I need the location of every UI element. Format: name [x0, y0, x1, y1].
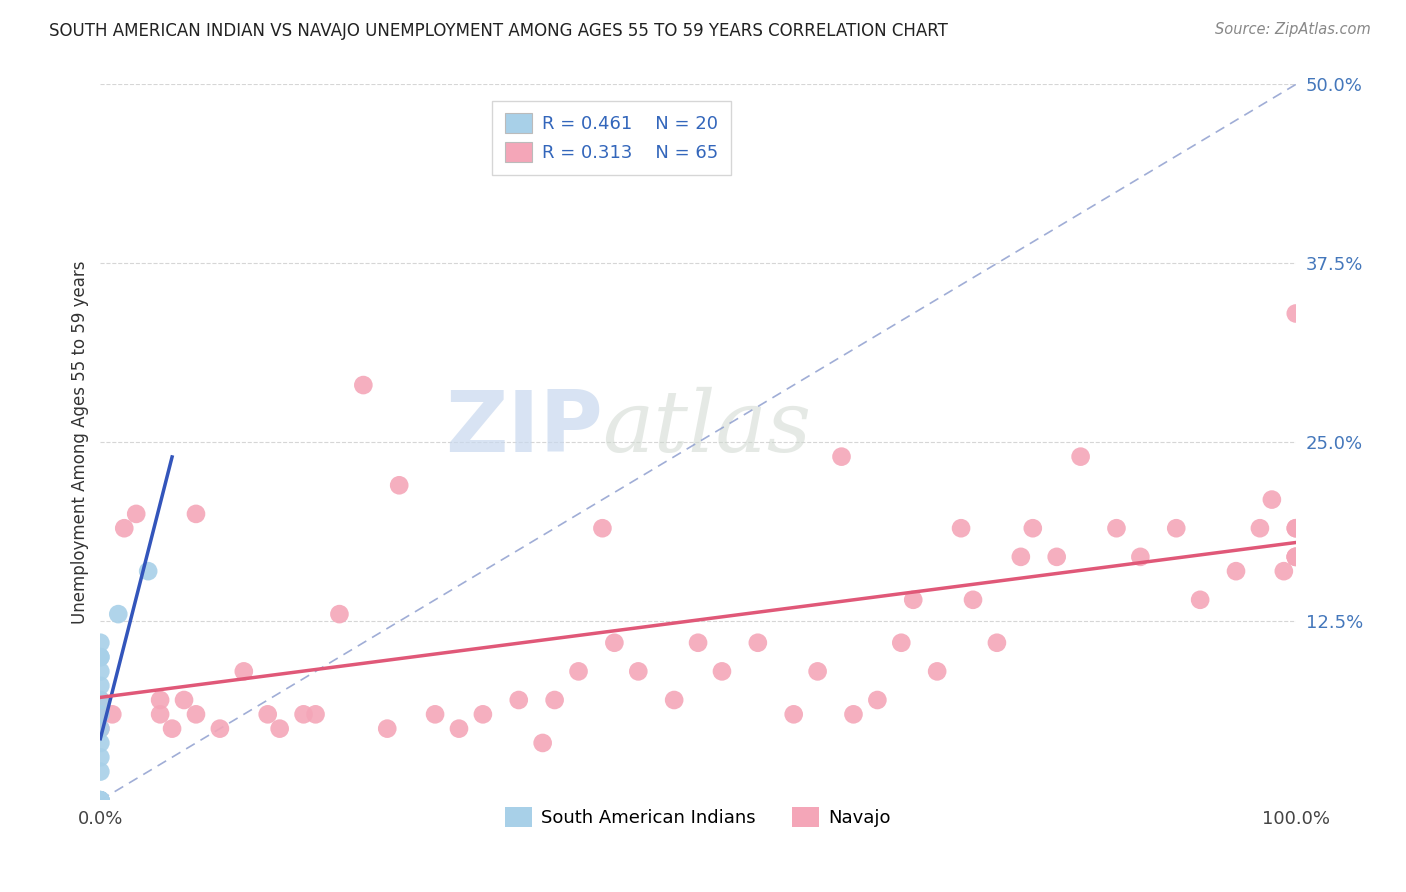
Point [184, 707, 207, 722]
Point [783, 707, 806, 722]
Point [662, 693, 685, 707]
Point [89, 750, 111, 764]
Point [1022, 521, 1045, 535]
Point [423, 707, 446, 722]
Point [101, 707, 124, 722]
Point [89, 636, 111, 650]
Point [125, 507, 148, 521]
Point [256, 707, 278, 722]
Point [686, 636, 709, 650]
Point [89, 793, 111, 807]
Point [89, 693, 111, 707]
Point [89, 722, 111, 736]
Point [962, 592, 984, 607]
Point [304, 707, 326, 722]
Point [866, 693, 889, 707]
Point [89, 650, 111, 665]
Point [1285, 521, 1308, 535]
Point [112, 521, 135, 535]
Point [89, 679, 111, 693]
Point [1261, 492, 1284, 507]
Point [208, 722, 231, 736]
Point [627, 665, 650, 679]
Point [842, 707, 865, 722]
Point [1105, 521, 1128, 535]
Point [1285, 549, 1308, 564]
Point [831, 450, 853, 464]
Point [603, 636, 626, 650]
Point [173, 693, 195, 707]
Point [1285, 549, 1308, 564]
Point [1189, 592, 1212, 607]
Point [89, 793, 111, 807]
Point [89, 650, 111, 665]
Point [149, 707, 172, 722]
Point [388, 478, 411, 492]
Point [890, 636, 912, 650]
Point [184, 507, 207, 521]
Point [89, 693, 111, 707]
Point [927, 665, 949, 679]
Text: SOUTH AMERICAN INDIAN VS NAVAJO UNEMPLOYMENT AMONG AGES 55 TO 59 YEARS CORRELATI: SOUTH AMERICAN INDIAN VS NAVAJO UNEMPLOY… [49, 22, 948, 40]
Point [710, 665, 733, 679]
Point [508, 693, 530, 707]
Point [1225, 564, 1247, 578]
Point [1285, 306, 1308, 320]
Point [747, 636, 769, 650]
Point [89, 793, 111, 807]
Point [1249, 521, 1271, 535]
Point [543, 693, 565, 707]
Point [89, 707, 111, 722]
Point [89, 793, 111, 807]
Point [136, 564, 159, 578]
Point [1285, 549, 1308, 564]
Point [986, 636, 1008, 650]
Point [903, 592, 925, 607]
Point [1272, 564, 1295, 578]
Point [292, 707, 315, 722]
Point [89, 793, 111, 807]
Point [567, 665, 589, 679]
Text: Source: ZipAtlas.com: Source: ZipAtlas.com [1215, 22, 1371, 37]
Point [89, 764, 111, 779]
Point [1046, 549, 1069, 564]
Point [1010, 549, 1032, 564]
Point [591, 521, 613, 535]
Point [950, 521, 973, 535]
Text: ZIP: ZIP [444, 386, 602, 469]
Point [89, 707, 111, 722]
Point [1166, 521, 1188, 535]
Point [447, 722, 470, 736]
Text: atlas: atlas [602, 386, 811, 469]
Point [1070, 450, 1092, 464]
Point [471, 707, 494, 722]
Point [269, 722, 291, 736]
Point [807, 665, 830, 679]
Point [160, 722, 183, 736]
Point [107, 607, 129, 621]
Point [328, 607, 350, 621]
Point [89, 793, 111, 807]
Point [89, 736, 111, 750]
Y-axis label: Unemployment Among Ages 55 to 59 years: Unemployment Among Ages 55 to 59 years [72, 260, 89, 624]
Point [232, 665, 254, 679]
Point [352, 378, 374, 392]
Point [89, 665, 111, 679]
Point [1285, 521, 1308, 535]
Point [531, 736, 554, 750]
Point [375, 722, 398, 736]
Legend: South American Indians, Navajo: South American Indians, Navajo [498, 800, 898, 834]
Point [1129, 549, 1152, 564]
Point [149, 693, 172, 707]
Point [89, 793, 111, 807]
Point [89, 722, 111, 736]
